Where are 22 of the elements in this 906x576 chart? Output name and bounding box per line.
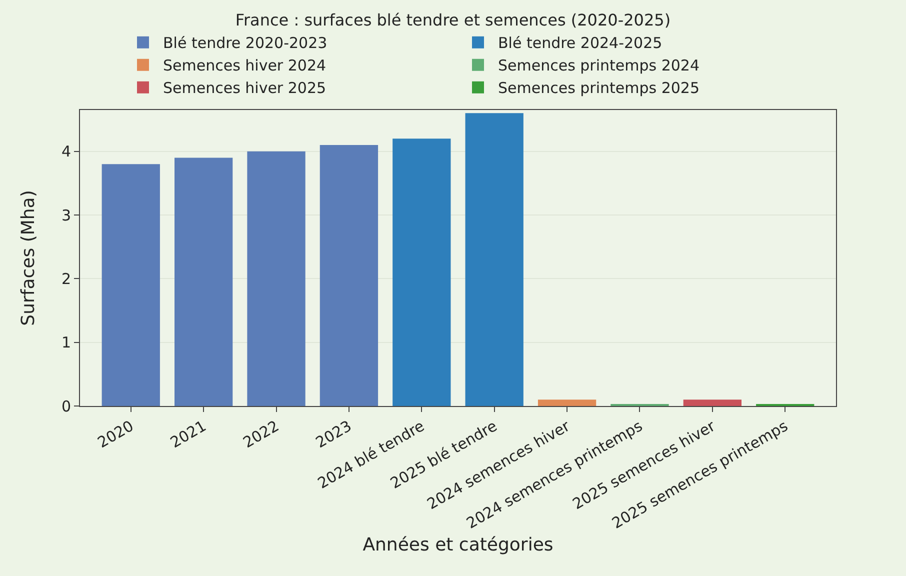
x-axis-title: Années et catégories [362,534,554,556]
y-tick-label: 0 [61,397,71,416]
legend-label: Semences hiver 2024 [163,56,326,75]
chart-title: France : surfaces blé tendre et semences (2020-2025) [235,10,671,30]
y-tick-label: 3 [61,206,71,224]
bar [465,113,524,406]
bar [683,400,742,406]
legend-label: Semences printemps 2025 [498,79,700,98]
y-tick-label: 2 [61,270,71,288]
legend-label: Blé tendre 2024-2025 [498,34,662,52]
bar [247,151,306,406]
y-tick-label: 1 [61,334,71,352]
bar [392,138,451,406]
bar [538,400,596,406]
bar [174,158,233,406]
bar [102,164,160,406]
legend-label: Semences printemps 2024 [498,56,700,75]
legend-label: Semences hiver 2025 [163,79,326,98]
legend-label: Blé tendre 2020-2023 [163,34,328,52]
bar [320,145,378,406]
y-tick-label: 4 [61,142,71,161]
y-axis-title: Surfaces (Mha) [18,190,39,326]
